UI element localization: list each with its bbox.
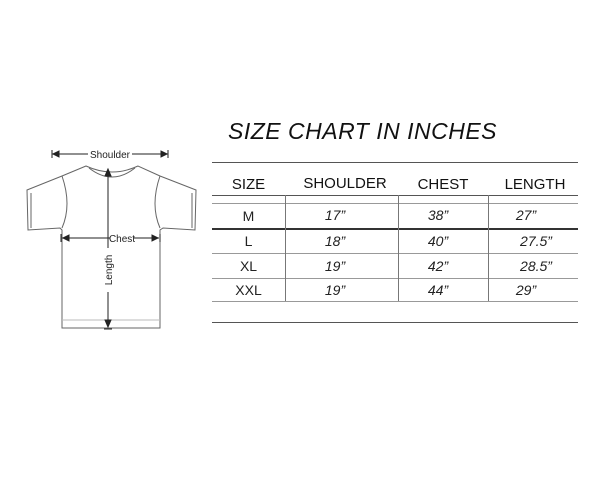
- header-size: SIZE: [231, 176, 266, 193]
- size-cell: M: [242, 208, 255, 224]
- t-shirt-diagram: Shoulder Chest Length: [26, 150, 197, 330]
- column-divider: [398, 195, 399, 301]
- divider: [212, 228, 578, 230]
- header-chest: CHEST: [417, 176, 469, 193]
- length-cell: 28.5”: [520, 258, 552, 274]
- header-length: LENGTH: [504, 176, 566, 193]
- shoulder-label: Shoulder: [90, 150, 131, 161]
- chest-cell: 38”: [427, 207, 449, 223]
- divider: [212, 253, 578, 254]
- shoulder-cell: 18”: [324, 233, 346, 249]
- divider: [212, 195, 578, 196]
- chest-cell: 40”: [427, 233, 449, 249]
- chart-title: SIZE CHART IN INCHES: [228, 118, 497, 144]
- column-divider: [285, 195, 286, 301]
- size-cell: XXL: [235, 282, 262, 298]
- divider: [212, 322, 578, 323]
- length-cell: 29”: [515, 282, 537, 298]
- length-cell: 27.5”: [520, 233, 552, 249]
- chest-cell: 44”: [427, 282, 449, 298]
- column-divider: [488, 195, 489, 301]
- chest-label: Chest: [109, 234, 135, 245]
- divider: [212, 203, 578, 204]
- size-cell: XL: [239, 258, 258, 274]
- chest-cell: 42”: [427, 258, 449, 274]
- header-shoulder: SHOULDER: [303, 175, 387, 192]
- divider: [212, 162, 578, 163]
- divider: [212, 278, 578, 279]
- size-cell: L: [244, 233, 253, 249]
- t-shirt-icon: [26, 165, 197, 329]
- shoulder-cell: 19”: [324, 258, 346, 274]
- shoulder-cell: 17”: [324, 207, 346, 223]
- shoulder-cell: 19”: [324, 282, 346, 298]
- length-label: Length: [104, 255, 115, 286]
- length-cell: 27”: [515, 207, 537, 223]
- divider: [212, 301, 578, 302]
